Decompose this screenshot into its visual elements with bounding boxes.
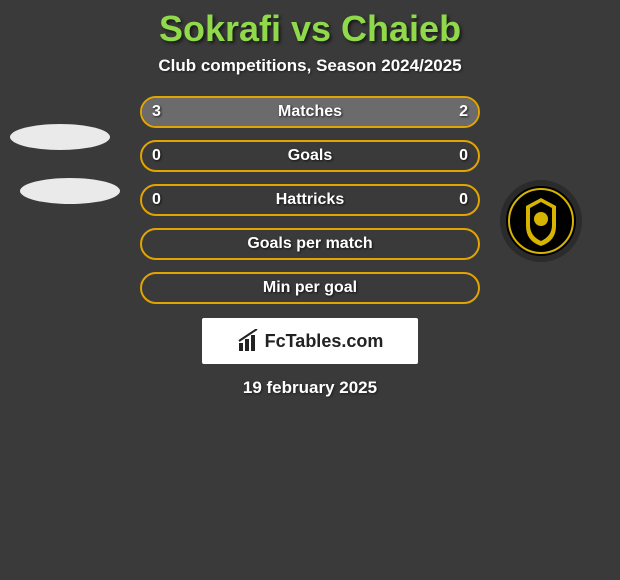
subtitle: Club competitions, Season 2024/2025 — [0, 56, 620, 76]
player-avatar-left-2 — [20, 178, 120, 204]
stat-value-right: 0 — [459, 142, 468, 170]
player-avatar-left-1 — [10, 124, 110, 150]
stat-label: Goals per match — [142, 235, 478, 253]
stat-label: Goals — [142, 147, 478, 165]
brand-label: FcTables.com — [265, 331, 384, 352]
shield-icon — [506, 186, 576, 256]
stat-value-left: 0 — [152, 186, 161, 214]
chart-icon — [237, 329, 261, 353]
stat-value-right: 0 — [459, 186, 468, 214]
brand-box[interactable]: FcTables.com — [202, 318, 418, 364]
stat-fill-right — [344, 98, 478, 126]
stat-label: Min per goal — [142, 279, 478, 297]
stat-fill-left — [142, 98, 344, 126]
stat-row-hattricks: Hattricks0 0 — [140, 184, 480, 216]
stat-row-matches: Matches32 — [140, 96, 480, 128]
date-label: 19 february 2025 — [0, 378, 620, 398]
club-badge-right — [500, 180, 582, 262]
stat-row-min-per-goal: Min per goal — [140, 272, 480, 304]
stat-value-left: 0 — [152, 142, 161, 170]
stat-row-goals: Goals0 0 — [140, 140, 480, 172]
page-title: Sokrafi vs Chaieb — [0, 0, 620, 50]
stat-value-left: 3 — [152, 98, 161, 126]
stat-label: Hattricks — [142, 191, 478, 209]
stat-value-right: 2 — [459, 98, 468, 126]
stat-row-goals-per-match: Goals per match — [140, 228, 480, 260]
